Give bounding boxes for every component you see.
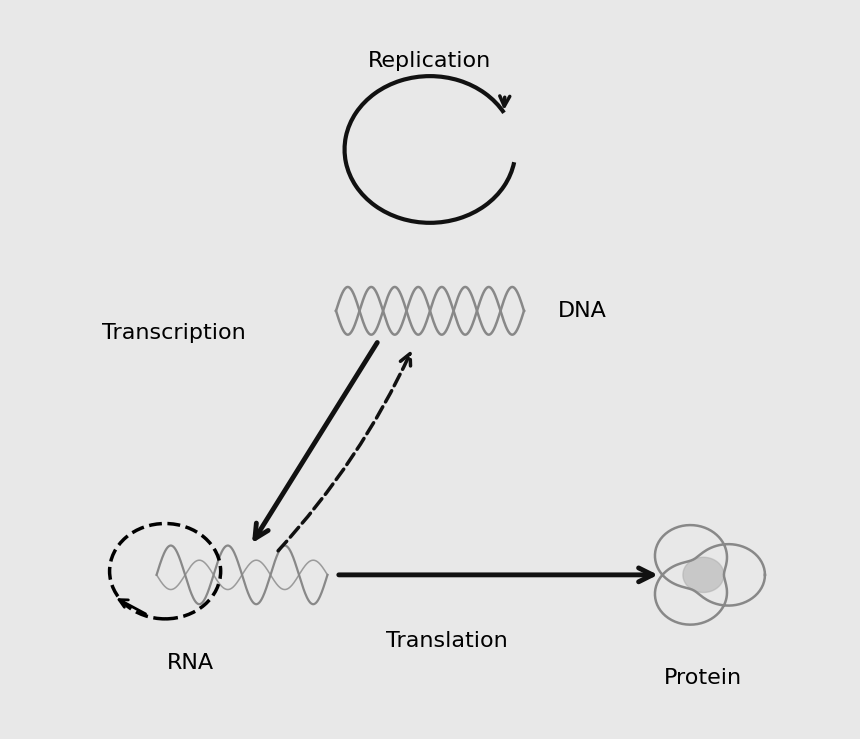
Polygon shape [683,557,724,593]
Text: Protein: Protein [665,667,742,687]
Text: Translation: Translation [386,631,508,651]
Text: Transcription: Transcription [101,323,246,343]
Text: DNA: DNA [558,301,607,321]
Text: RNA: RNA [167,653,214,673]
Text: Replication: Replication [368,52,492,72]
